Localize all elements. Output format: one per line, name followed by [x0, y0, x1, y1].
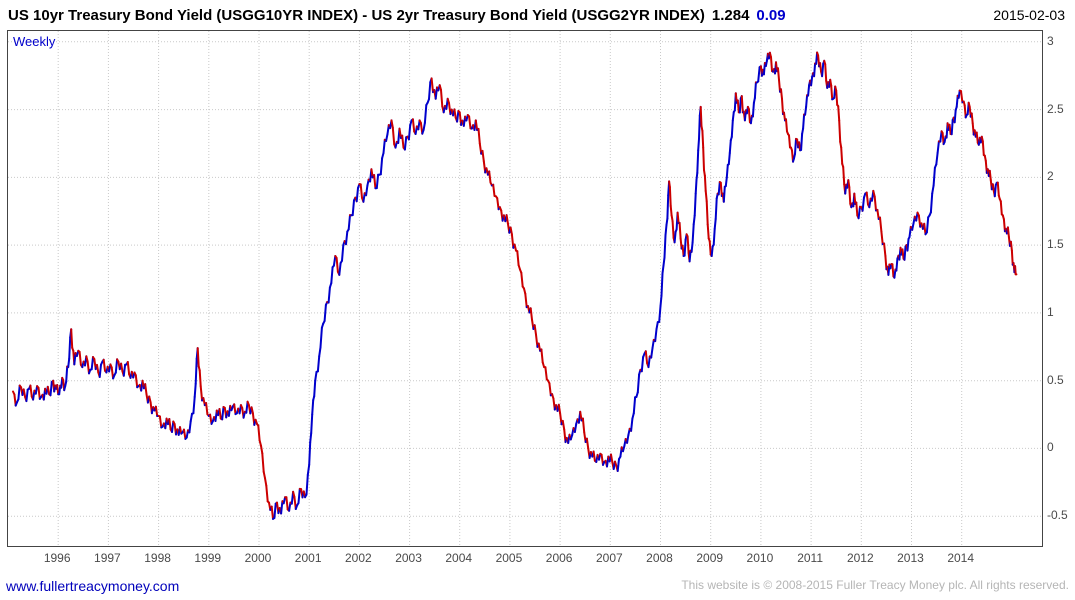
- x-tick-label: 2006: [545, 551, 573, 565]
- x-tick-label: 2003: [395, 551, 422, 565]
- x-tick-label: 2013: [897, 551, 924, 565]
- site-link[interactable]: www.fullertreacymoney.com: [6, 578, 180, 594]
- x-tick-label: 2000: [244, 551, 272, 565]
- y-tick-label: 2: [1047, 169, 1054, 184]
- x-tick-label: 2004: [445, 551, 473, 565]
- y-tick-label: 3: [1047, 33, 1054, 48]
- x-tick-label: 1997: [94, 551, 121, 565]
- x-tick-label: 2012: [846, 551, 874, 565]
- x-tick-label: 2010: [746, 551, 774, 565]
- spread-chart-svg[interactable]: [8, 31, 1042, 546]
- chart-title: US 10yr Treasury Bond Yield (USGG10YR IN…: [8, 7, 786, 24]
- x-tick-label: 2002: [344, 551, 372, 565]
- chart-header: US 10yr Treasury Bond Yield (USGG10YR IN…: [0, 0, 1075, 30]
- y-tick-label: 1: [1047, 304, 1054, 319]
- x-tick-label: 2011: [797, 551, 823, 565]
- as-of-date: 2015-02-03: [993, 7, 1065, 23]
- y-tick-label: 2.5: [1047, 101, 1064, 116]
- last-value: 1.284: [711, 6, 750, 24]
- x-tick-label: 2009: [696, 551, 724, 565]
- x-tick-label: 1999: [194, 551, 222, 565]
- x-tick-label: 2007: [595, 551, 623, 565]
- x-tick-label: 2001: [294, 551, 322, 565]
- y-tick-label: 1.5: [1047, 237, 1064, 252]
- copyright-text: This website is © 2008-2015 Fuller Treac…: [681, 578, 1069, 592]
- chart-plot-area[interactable]: Weekly: [7, 30, 1043, 547]
- x-tick-label: 1996: [43, 551, 71, 565]
- y-tick-label: 0.5: [1047, 372, 1064, 387]
- x-tick-label: 2008: [646, 551, 673, 565]
- y-tick-label: -0.5: [1047, 508, 1068, 523]
- y-tick-label: 0: [1047, 440, 1054, 455]
- change-value: 0.09: [756, 6, 786, 24]
- chart-title-text: US 10yr Treasury Bond Yield (USGG10YR IN…: [8, 6, 705, 24]
- interval-label: Weekly: [13, 34, 56, 49]
- x-tick-label: 2005: [495, 551, 523, 565]
- x-tick-label: 1998: [144, 551, 171, 565]
- x-tick-label: 2014: [947, 551, 975, 565]
